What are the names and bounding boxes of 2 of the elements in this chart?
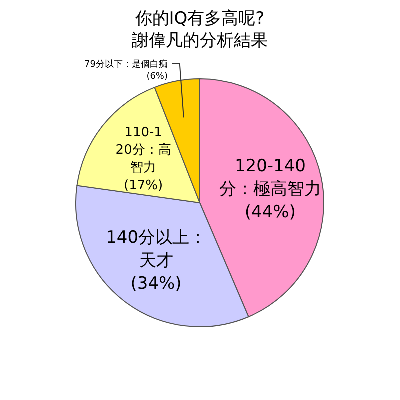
subtitle: 謝偉凡的分析結果 [132,31,268,51]
title: 你的IQ有多高呢? [135,9,265,29]
